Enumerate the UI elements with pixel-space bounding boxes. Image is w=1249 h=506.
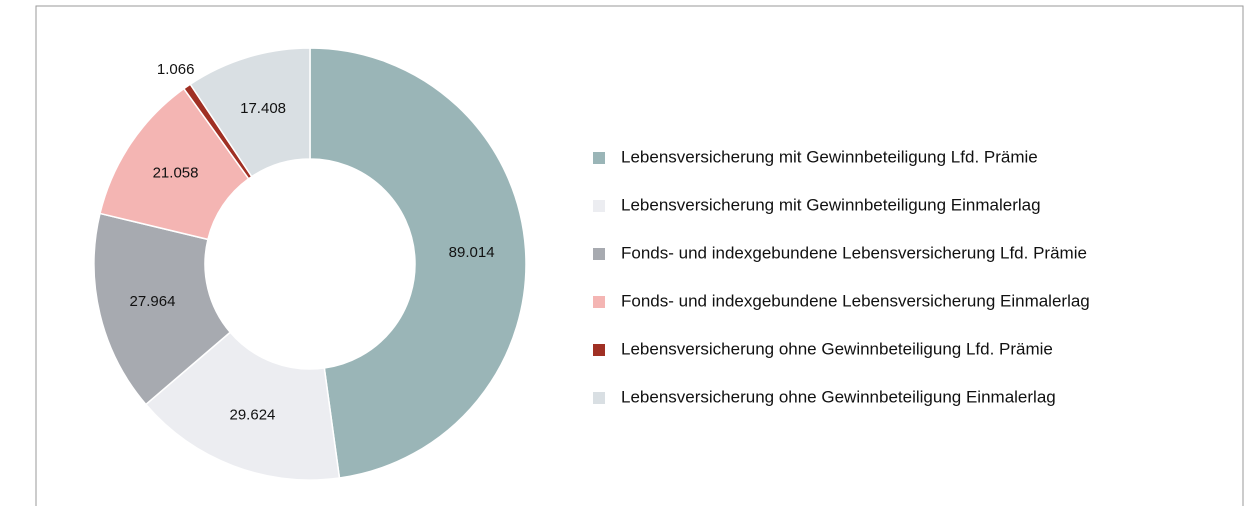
data-label: 27.964	[130, 293, 176, 310]
legend-label: Lebensversicherung ohne Gewinnbeteiligun…	[621, 387, 1056, 406]
donut-slice	[93, 212, 232, 406]
data-label: 89.014	[449, 244, 495, 261]
legend-label: Lebensversicherung ohne Gewinnbeteiligun…	[621, 339, 1053, 358]
legend-swatch	[593, 152, 605, 164]
donut-slice	[189, 47, 311, 178]
legend-swatch	[593, 344, 605, 356]
data-label: 1.066	[157, 61, 195, 78]
legend-label: Fonds- und indexgebundene Lebensversiche…	[621, 291, 1090, 310]
data-label: 29.624	[230, 406, 276, 423]
legend-swatch	[593, 296, 605, 308]
legend-swatch	[593, 392, 605, 404]
donut-slice	[144, 331, 341, 481]
legend-label: Lebensversicherung mit Gewinnbeteiligung…	[621, 147, 1038, 166]
legend-swatch	[593, 200, 605, 212]
data-label: 17.408	[240, 100, 286, 117]
data-label: 21.058	[153, 165, 199, 182]
legend-label: Lebensversicherung mit Gewinnbeteiligung…	[621, 195, 1041, 214]
frame	[35, 5, 1244, 506]
legend-swatch	[593, 248, 605, 260]
legend-label: Fonds- und indexgebundene Lebensversiche…	[621, 243, 1087, 262]
donut-slice	[309, 47, 527, 479]
